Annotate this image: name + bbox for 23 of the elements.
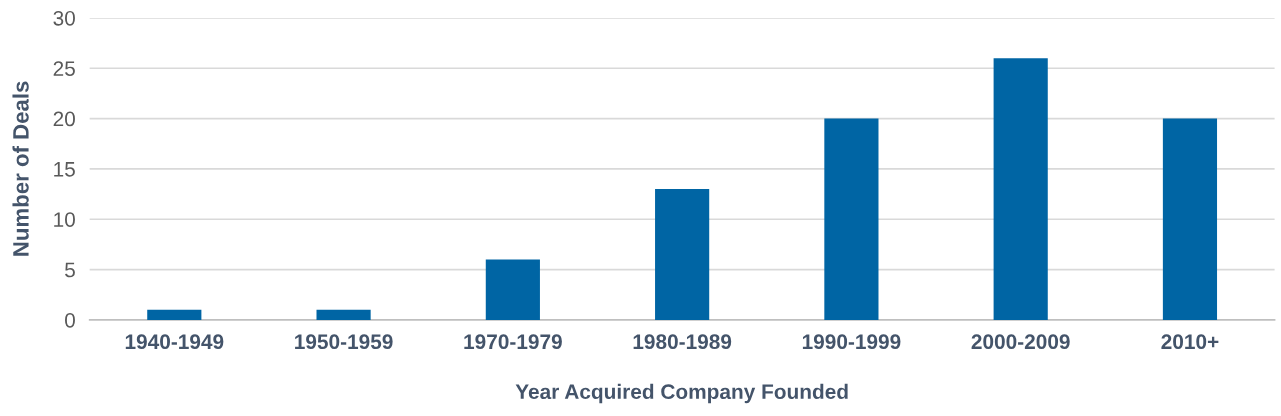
x-tick-label: 1940-1949 (125, 334, 224, 350)
bar (824, 118, 879, 320)
x-axis-title: Year Acquired Company Founded (515, 383, 848, 404)
x-tick-label: 1980-1989 (633, 334, 732, 350)
y-tick-label: 25 (53, 61, 75, 76)
x-tick-label: 2000-2009 (971, 334, 1070, 350)
y-tick-label: 10 (54, 212, 75, 227)
x-tick-label: 1970-1979 (464, 334, 562, 350)
bar (316, 309, 371, 320)
x-tick-label: 1990-1999 (802, 334, 901, 350)
y-tick-label: 5 (65, 262, 75, 278)
bar (655, 189, 710, 320)
bar (1162, 118, 1218, 320)
y-tick-label: 30 (53, 10, 75, 26)
y-tick-label: 15 (54, 162, 75, 177)
bar (485, 259, 540, 320)
x-tick-label: 1950-1959 (295, 334, 393, 350)
x-tick-label: 2010+ (1161, 334, 1219, 350)
bar (993, 58, 1048, 320)
bar (147, 309, 202, 320)
y-tick-label: 20 (53, 111, 75, 127)
y-axis-title: Number of Deals (12, 81, 29, 256)
y-tick-label: 0 (65, 312, 75, 328)
